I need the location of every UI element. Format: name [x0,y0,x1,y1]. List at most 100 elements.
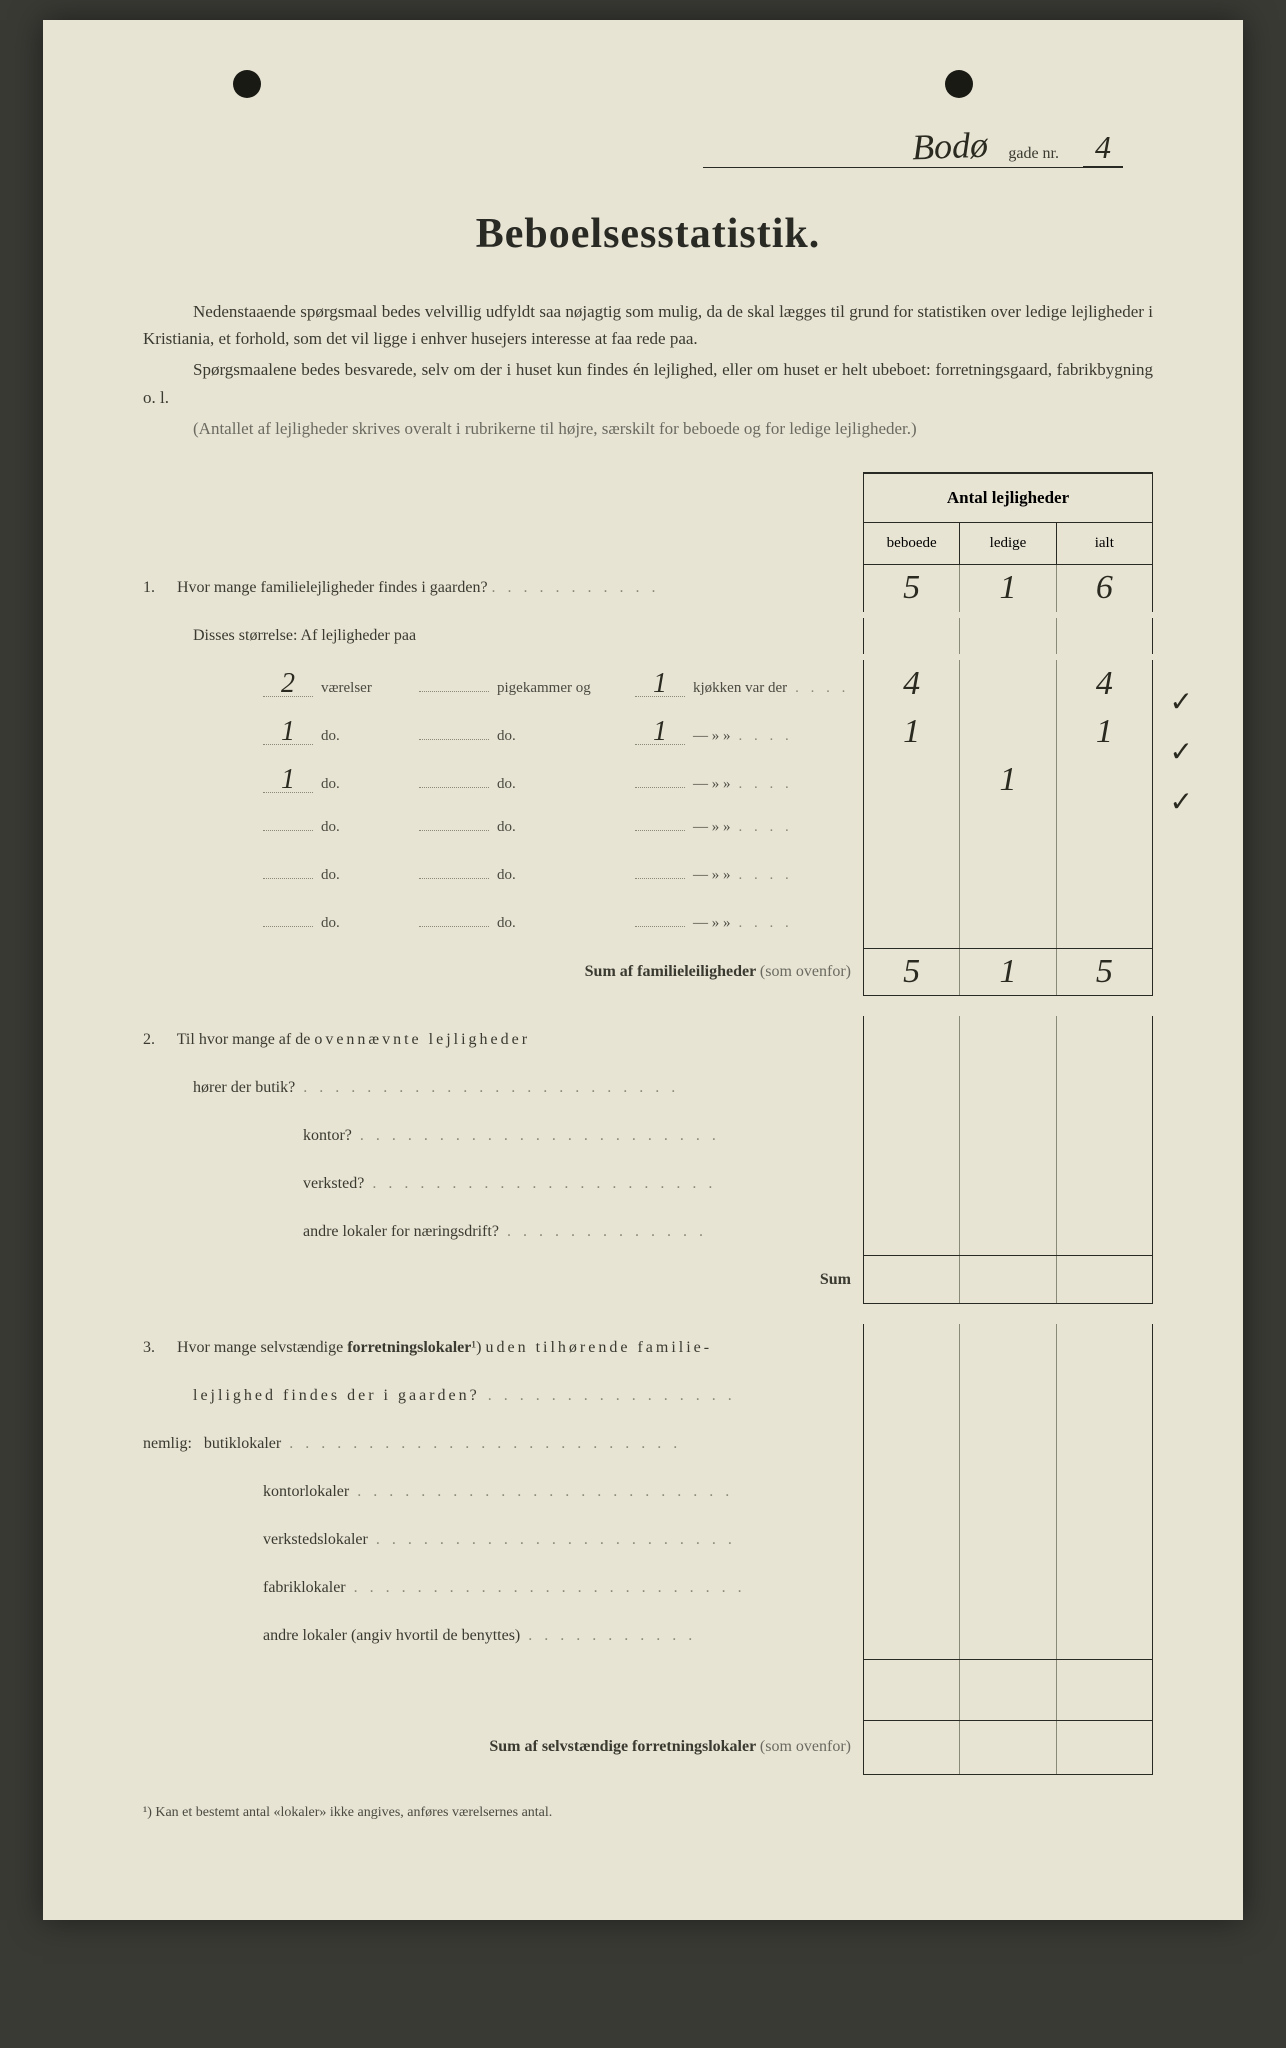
q1-sum-ialt: 5 [1057,949,1152,995]
q1-size-row: 1 do. do. 1 — » » . . . . 1 1 [143,708,1153,756]
q2-row: 2. Til hvor mange af de ovennævnte lejli… [143,1016,1153,1064]
punch-hole-right [945,70,973,98]
kjok-value: 1 [635,719,685,745]
q1-ialt: 6 [1057,565,1152,612]
q3-empty-row [143,1660,1153,1720]
size-beboede [864,900,960,948]
q3-row-a: 3. Hvor mange selvstændige forretningslo… [143,1324,1153,1372]
page-title: Beboelsesstatistik. [143,210,1153,258]
header-street-line: Bodø gade nr. 4 [703,125,1123,168]
q2-text: Til hvor mange af de ovennævnte lejlighe… [177,1031,530,1048]
intro-text: Nedenstaaende spørgsmaal bedes velvillig… [143,298,1153,442]
q3-text-b: lejlighed findes der i gaarden? [193,1387,480,1404]
kjok-value [635,926,685,927]
q2-sub2-row: kontor? . . . . . . . . . . . . . . . . … [143,1112,1153,1160]
q3-nemlig: nemlig: [143,1435,192,1452]
q3-sum-note: (som ovenfor) [760,1738,851,1755]
vaer-label: do. [321,776,411,793]
size-ialt [1057,756,1152,804]
kjok-label: — » » [693,776,731,793]
checkmark-2: ✓ [1170,735,1193,769]
q2-sum-label: Sum [143,1265,863,1295]
kjok-label: — » » [693,867,731,884]
street-name: Bodø [912,124,989,169]
q1-sum-ledige: 1 [960,949,1056,995]
pige-value [419,878,489,879]
vaer-value [263,878,313,879]
footnote: ¹) Kan et bestemt antal «lokaler» ikke a… [143,1805,1153,1821]
q1-row: 1. Hvor mange familielejligheder findes … [143,564,1153,612]
vaer-label: do. [321,867,411,884]
q3-text-a: Hvor mange selvstændige forretningslokal… [177,1339,712,1356]
q3-sub3: verkstedslokaler [263,1531,368,1548]
q2-sub1: hører der butik? [193,1079,295,1096]
vaer-value: 1 [263,767,313,793]
size-ledige [960,708,1056,756]
size-ledige [960,852,1056,900]
col-ialt: ialt [1057,523,1152,564]
pige-label: pigekammer og [497,680,627,697]
kjok-value [635,878,685,879]
size-beboede [864,756,960,804]
size-ledige: 1 [960,756,1056,804]
gade-number: 4 [1083,129,1123,167]
q3-sub1-row: nemlig: butiklokaler . . . . . . . . . .… [143,1420,1153,1468]
table-header-title: Antal lejligheder [864,474,1152,523]
q3-row-b: lejlighed findes der i gaarden? . . . . … [143,1372,1153,1420]
q1-size-row: do. do. — » » . . . . [143,804,1153,852]
vaer-value [263,926,313,927]
kjok-value [635,830,685,831]
vaer-label: do. [321,819,411,836]
q3-sub2-row: kontorlokaler . . . . . . . . . . . . . … [143,1468,1153,1516]
vaer-label: do. [321,728,411,745]
size-ledige [960,660,1056,708]
gade-label: gade nr. [1008,145,1059,163]
q3-sub5-row: andre lokaler (angiv hvortil de benyttes… [143,1612,1153,1660]
q3-sum-label: Sum af selvstændige forretningslokaler [489,1738,756,1755]
size-beboede: 4 [864,660,960,708]
q2-sub3-row: verksted? . . . . . . . . . . . . . . . … [143,1160,1153,1208]
kjok-value: 1 [635,671,685,697]
q3-sub4-row: fabriklokaler . . . . . . . . . . . . . … [143,1564,1153,1612]
q1-sum-row: Sum af familieleiligheder (som ovenfor) … [143,948,1153,996]
size-ialt: 1 [1057,708,1152,756]
q1-beboede: 5 [864,565,960,612]
kjok-label: — » » [693,728,731,745]
pige-value [419,739,489,740]
q1-size-row: do. do. — » » . . . . [143,852,1153,900]
pige-value [419,691,489,692]
size-ialt [1057,804,1152,852]
pige-label: do. [497,819,627,836]
col-ledige: ledige [960,523,1056,564]
q1-sum-note: (som ovenfor) [760,963,851,980]
col-beboede: beboede [864,523,960,564]
vaer-label: værelser [321,680,411,697]
document-page: Bodø gade nr. 4 Beboelsesstatistik. Nede… [43,20,1243,1920]
q1-size-label: Disses størrelse: Af lejligheder paa [143,621,863,651]
punch-hole-left [233,70,261,98]
q3-sub4: fabriklokaler [263,1579,346,1596]
q1-ledige: 1 [960,565,1056,612]
q1-size-row: do. do. — » » . . . . [143,900,1153,948]
vaer-value: 1 [263,719,313,745]
q1-sum-label: Sum af familieleiligheder [585,963,756,980]
pige-label: do. [497,867,627,884]
kjok-label: — » » [693,915,731,932]
kjok-value [635,787,685,788]
q1-size-label-row: Disses størrelse: Af lejligheder paa [143,612,1153,660]
vaer-label: do. [321,915,411,932]
q3-sub1: butiklokaler [204,1435,281,1452]
q1-size-row: 1 do. do. — » » . . . . 1 [143,756,1153,804]
size-ialt: 4 [1057,660,1152,708]
q2-sub3: verksted? [303,1175,364,1192]
table-header: Antal lejligheder beboede ledige ialt [863,472,1153,564]
size-ledige [960,804,1056,852]
kjok-label: kjøkken var der [693,680,787,697]
pige-value [419,926,489,927]
checkmark-3: ✓ [1170,785,1193,819]
q1-sum-beboede: 5 [864,949,960,995]
q1-text: Hvor mange familielejligheder findes i g… [177,579,488,596]
pige-value [419,787,489,788]
vaer-value [263,830,313,831]
q3-sum-row: Sum af selvstændige forretningslokaler (… [143,1720,1153,1775]
